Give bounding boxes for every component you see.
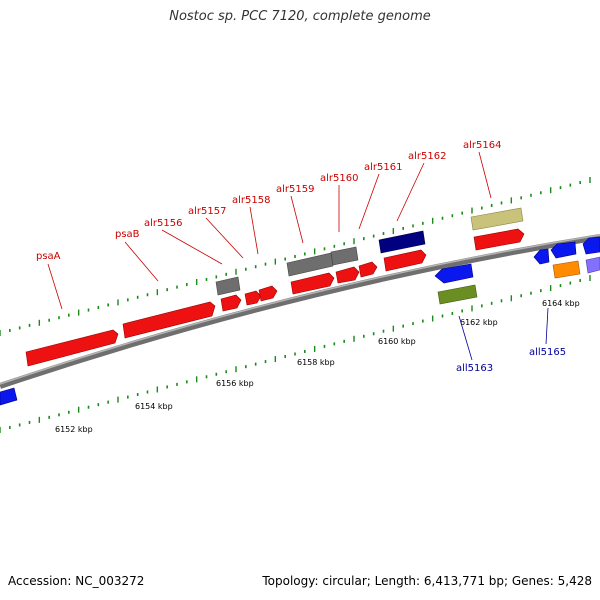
label-alr5157: alr5157 (188, 206, 226, 217)
feature-khaki[interactable] (470, 207, 524, 231)
feature-purple[interactable] (585, 256, 600, 274)
scale-label-6156: 6156 kbp (216, 379, 254, 388)
label-alr5160: alr5160 (320, 173, 358, 184)
gene-all5163[interactable] (434, 263, 474, 284)
reverse-tick-track (0, 275, 591, 433)
label-alr5162: alr5162 (408, 151, 446, 162)
accession-text: Accession: NC_003272 (8, 574, 145, 588)
feature-grey-3[interactable] (330, 246, 359, 266)
label-all5165: all5165 (529, 347, 566, 358)
feature-orange[interactable] (552, 260, 581, 279)
gene-blue-left-edge[interactable] (0, 387, 18, 406)
scale-label-6152: 6152 kbp (55, 425, 93, 434)
gene-all5165[interactable] (550, 241, 577, 259)
scale-label-6158: 6158 kbp (297, 358, 335, 367)
gene-alr5156[interactable] (220, 294, 242, 312)
feature-navy[interactable] (378, 230, 426, 254)
gene-alr5157[interactable] (244, 290, 262, 306)
gene-psaB[interactable] (122, 301, 216, 339)
gene-alr5164[interactable] (473, 228, 525, 251)
feature-grey-1[interactable] (215, 276, 241, 296)
forward-tick-track (0, 177, 591, 336)
genome-title: Nostoc sp. PCC 7120, complete genome (169, 9, 431, 24)
gene-alr5159[interactable] (290, 272, 335, 295)
genome-backbone (0, 234, 600, 389)
label-alr5156: alr5156 (144, 218, 182, 229)
label-all5163: all5163 (456, 363, 493, 374)
gene-blue-small[interactable] (533, 248, 550, 265)
feature-olive[interactable] (437, 284, 478, 305)
label-alr5164: alr5164 (463, 140, 501, 151)
scale-label-6164: 6164 kbp (542, 299, 580, 308)
label-alr5158: alr5158 (232, 195, 270, 206)
scale-label-6154: 6154 kbp (135, 402, 173, 411)
gene-psaA[interactable] (25, 329, 119, 367)
gene-alr5161[interactable] (358, 261, 378, 278)
gene-alr5158[interactable] (258, 285, 278, 302)
label-alr5161: alr5161 (364, 162, 402, 173)
gene-blue-right-edge[interactable] (582, 236, 600, 255)
scale-label-6160: 6160 kbp (378, 337, 416, 346)
reverse-leader-lines (458, 307, 549, 361)
label-psaA: psaA (36, 251, 61, 262)
scale-label-6162: 6162 kbp (460, 318, 498, 327)
label-alr5159: alr5159 (276, 184, 314, 195)
gene-alr5162[interactable] (383, 249, 427, 272)
feature-grey-2[interactable] (286, 252, 334, 277)
gene-alr5160[interactable] (335, 266, 360, 284)
forward-leader-lines (47, 151, 492, 310)
genome-summary-text: Topology: circular; Length: 6,413,771 bp… (262, 574, 592, 588)
label-psaB: psaB (115, 229, 140, 240)
genome-backbone-highlight (0, 234, 600, 385)
